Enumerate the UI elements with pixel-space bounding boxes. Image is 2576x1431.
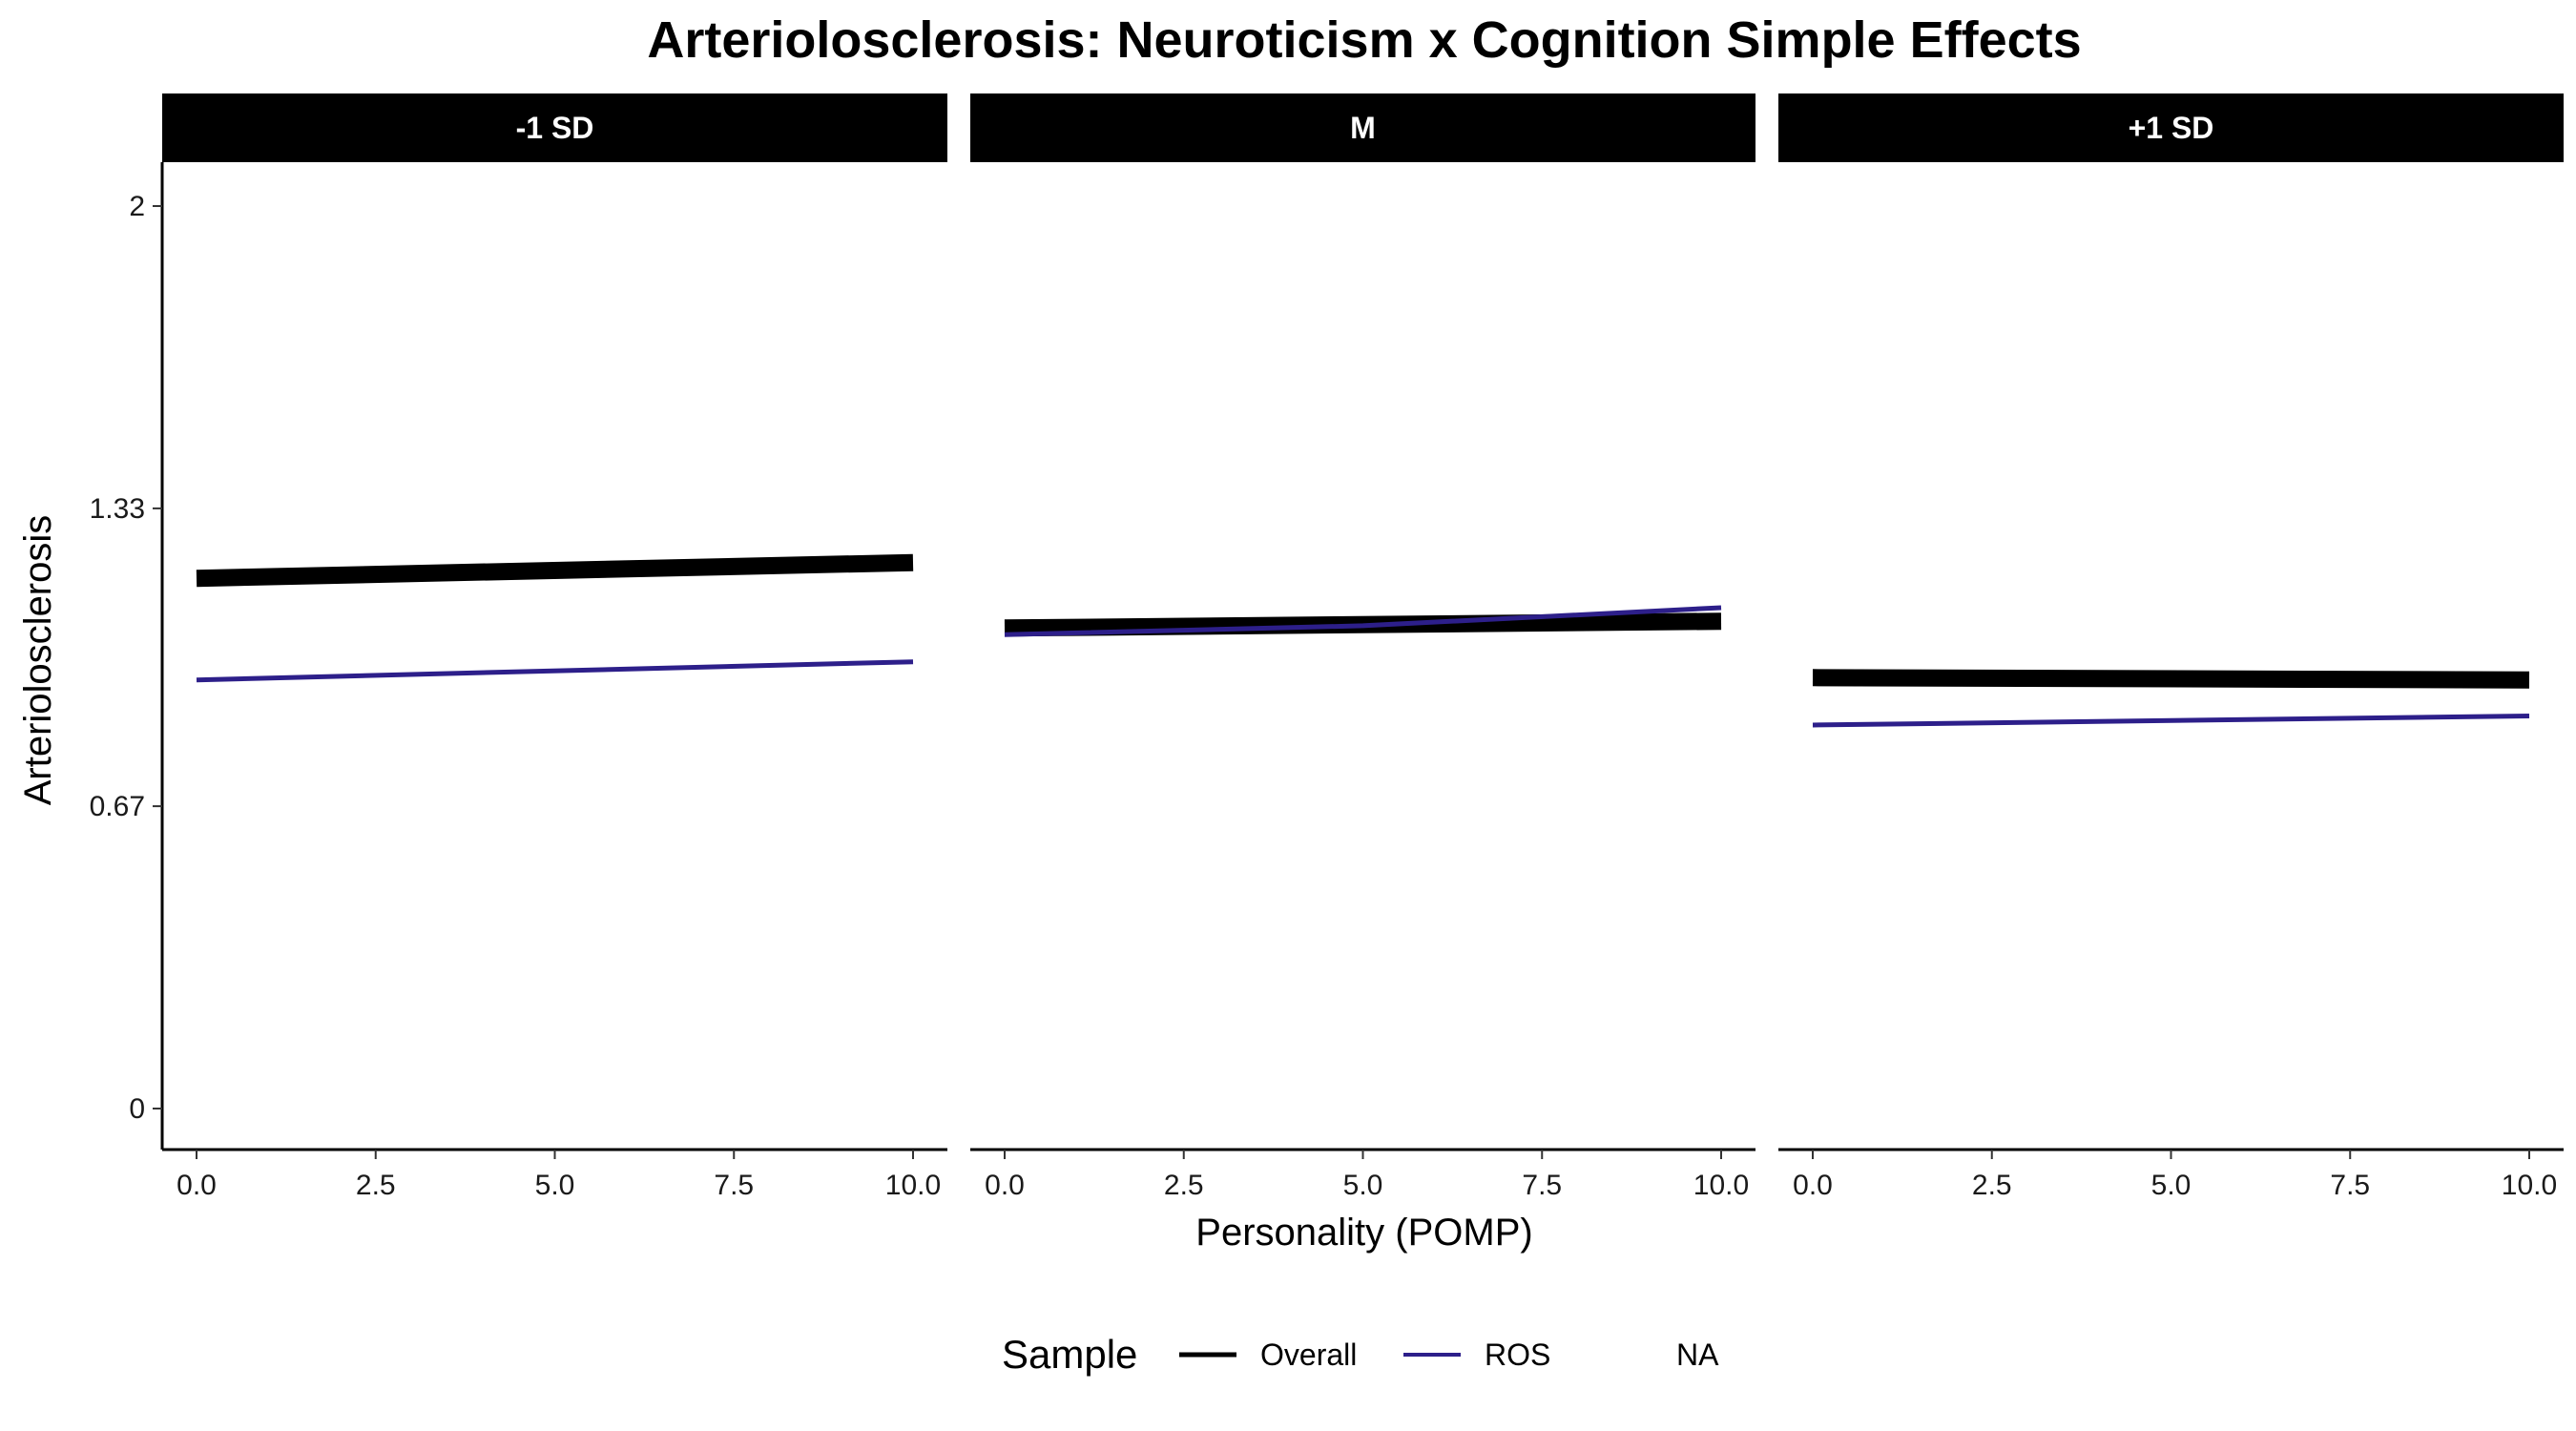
legend-label-overall: Overall <box>1260 1338 1357 1372</box>
x-tick-label: 5.0 <box>2151 1170 2192 1201</box>
y-tick-label: 1.33 <box>90 493 145 525</box>
x-tick-label: 5.0 <box>535 1170 575 1201</box>
x-tick-label: 5.0 <box>1343 1170 1383 1201</box>
series-line-ros <box>196 659 914 683</box>
x-tick-label: 0.0 <box>1793 1170 1833 1201</box>
x-axis-title: Personality (POMP) <box>1195 1212 1532 1254</box>
x-tick-label: 10.0 <box>1693 1170 1749 1201</box>
x-tick-label: 0.0 <box>985 1170 1025 1201</box>
series-line-overall <box>196 553 914 588</box>
x-tick-label: 7.5 <box>1522 1170 1562 1201</box>
series-line-ros <box>1004 605 1722 637</box>
facet-strip-label: M <box>1350 111 1376 145</box>
facet-panel: M 0.0 2.5 5.0 7.5 10.0 <box>970 93 1755 1201</box>
x-tick-label: 2.5 <box>356 1170 396 1201</box>
legend-label-ros: ROS <box>1485 1338 1550 1372</box>
series-line-ros <box>1812 714 2530 728</box>
x-tick-label: 0.0 <box>177 1170 217 1201</box>
legend-entries: Overall ROS NA <box>1179 1338 1719 1372</box>
x-tick-label: 7.5 <box>2330 1170 2370 1201</box>
series-line-overall <box>1812 669 2530 689</box>
facet-strip <box>162 93 947 162</box>
y-tick-label: 0.67 <box>90 791 145 822</box>
facet-strip-label: +1 SD <box>2129 111 2214 145</box>
facet-panel: -1 SD 0.0 2.5 5.0 7.5 10.0 0 0.67 1.33 2 <box>90 93 947 1201</box>
x-tick-label: 7.5 <box>714 1170 754 1201</box>
x-tick-label: 2.5 <box>1972 1170 2012 1201</box>
facet-strip-label: -1 SD <box>516 111 594 145</box>
legend-title: Sample <box>1002 1332 1137 1377</box>
facet-panels: -1 SD 0.0 2.5 5.0 7.5 10.0 0 0.67 1.33 2 M 0.0 2.5 5.… <box>90 93 2564 1201</box>
legend: Sample Overall ROS NA <box>1002 1332 1719 1377</box>
chart-title: Arteriolosclerosis: Neuroticism x Cognit… <box>647 11 2081 69</box>
x-tick-label: 2.5 <box>1164 1170 1204 1201</box>
x-tick-label: 10.0 <box>2502 1170 2557 1201</box>
y-tick-label: 0 <box>129 1093 145 1125</box>
facet-strip <box>1778 93 2564 162</box>
y-axis-title: Arteriolosclerosis <box>17 515 59 806</box>
facet-strip <box>970 93 1755 162</box>
x-tick-label: 10.0 <box>885 1170 941 1201</box>
facet-panel: +1 SD 0.0 2.5 5.0 7.5 10.0 <box>1778 93 2564 1201</box>
legend-label-na: NA <box>1676 1338 1719 1372</box>
y-tick-label: 2 <box>129 191 145 222</box>
